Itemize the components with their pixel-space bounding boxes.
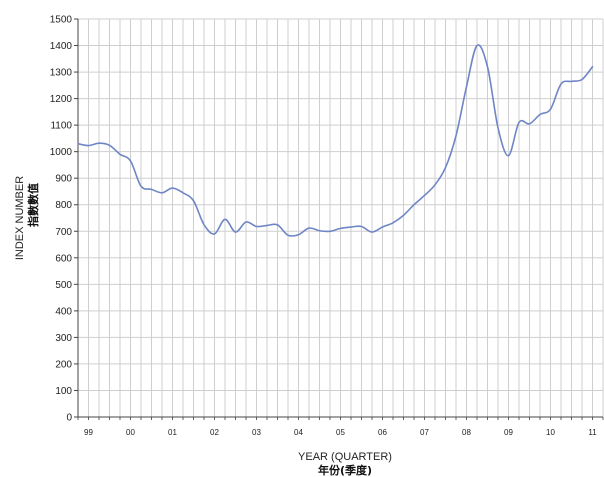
x-tick-label: 05 [336, 428, 345, 437]
x-tick-label: 99 [84, 428, 93, 437]
y-tick-label: 1100 [50, 121, 72, 132]
y-tick-label: 900 [55, 174, 72, 185]
x-tick-label: 02 [210, 428, 219, 437]
grid [78, 18, 604, 418]
x-axis-label: YEAR (QUARTER) [298, 451, 392, 463]
y-tick-label: 800 [55, 200, 72, 211]
y-tick-label: 100 [55, 386, 72, 397]
x-tick-label: 08 [462, 428, 471, 437]
x-tick-label: 10 [546, 428, 555, 437]
y-tick-label: 1400 [50, 41, 73, 52]
y-tick-label: 1500 [50, 15, 73, 26]
y-tick-label: 1300 [50, 68, 73, 79]
x-tick-label: 09 [504, 428, 513, 437]
y-tick-labels: 0 100 200 300 400 500 600 700 800 900 1000 1100 1200… [50, 15, 73, 424]
y-tick-label: 1000 [50, 147, 73, 158]
x-tick-labels: 99 00 01 02 03 04 05 06 07 08 09 10 11 [84, 428, 597, 437]
y-tick-label: 300 [55, 333, 72, 344]
x-tick-label: 06 [378, 428, 387, 437]
x-tick-label: 07 [420, 428, 429, 437]
y-axis-label: INDEX NUMBER [14, 176, 26, 260]
y-tick-label: 700 [55, 227, 72, 238]
x-axis-label-zh: 年份(季度) [318, 463, 372, 477]
y-tick-label: 400 [55, 306, 72, 317]
x-tick-label: 03 [252, 428, 261, 437]
axes [74, 18, 604, 420]
y-tick-label: 500 [55, 280, 72, 291]
x-tick-label: 11 [588, 428, 597, 437]
x-tick-label: 00 [126, 428, 135, 437]
series-line [77, 44, 594, 237]
y-axis-label-zh: 指數數值 [26, 183, 40, 227]
y-tick-label: 0 [66, 413, 72, 424]
x-tick-label: 01 [168, 428, 177, 437]
y-tick-label: 1200 [50, 94, 73, 105]
y-tick-label: 200 [55, 359, 72, 370]
y-tick-label: 600 [55, 253, 72, 264]
x-tick-label: 04 [294, 428, 303, 437]
